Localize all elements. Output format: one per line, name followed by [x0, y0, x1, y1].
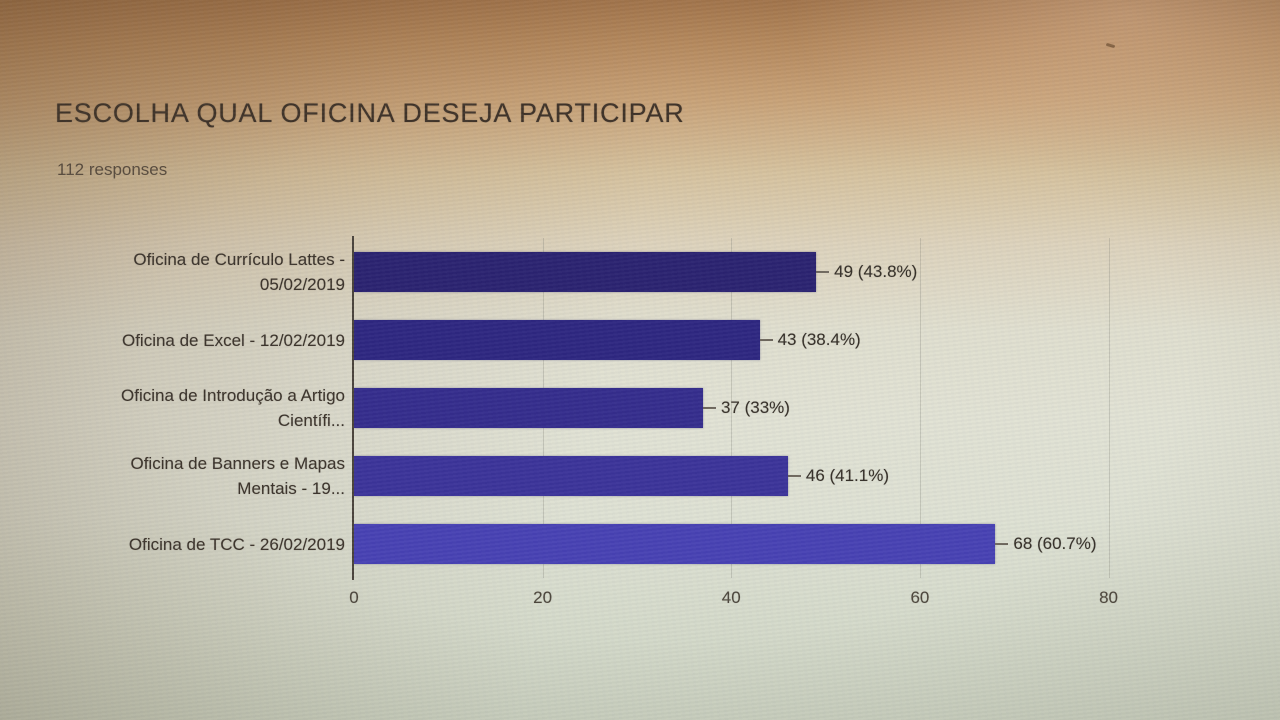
bar-zone: 46 (41.1%): [352, 442, 1184, 510]
chart-area: Oficina de Currículo Lattes - 05/02/2019 4…: [62, 236, 1184, 612]
leader-line: [759, 339, 773, 341]
category-label: Oficina de Banners e Mapas Mentais - 19..…: [62, 442, 352, 510]
category-label-line: Oficina de TCC - 26/02/2019: [128, 534, 345, 554]
category-label-line: Mentais - 19...: [237, 479, 345, 498]
gridline: [1108, 238, 1110, 578]
value-label: 37 (33%): [720, 398, 790, 417]
gridline: [731, 238, 733, 578]
leader-line: [816, 271, 830, 273]
x-tick-label: 0: [349, 588, 359, 607]
bar: [354, 524, 996, 564]
category-label-line: Oficina de Excel - 12/02/2019: [121, 330, 345, 350]
chart-row: Oficina de Excel - 12/02/2019 43 (38.4%): [62, 306, 1184, 374]
category-label: Oficina de Introdução a Artigo Científi..…: [62, 374, 352, 442]
chart-row: Oficina de TCC - 26/02/2019 68 (60.7%): [62, 510, 1184, 578]
chart-row: Oficina de Currículo Lattes - 05/02/2019 4…: [62, 238, 1184, 306]
bar-zone: 43 (38.4%): [352, 306, 1184, 374]
chart-row: Oficina de Banners e Mapas Mentais - 19..…: [62, 442, 1184, 510]
category-label: Oficina de Excel - 12/02/2019: [62, 306, 352, 374]
leader-line: [787, 475, 801, 477]
bar-zone: 49 (43.8%): [352, 238, 1184, 306]
photo-dust-speck: [1105, 42, 1116, 49]
y-axis-line: [352, 236, 354, 580]
leader-line: [702, 407, 716, 409]
value-label: 49 (43.8%): [834, 262, 918, 281]
value-label: 68 (60.7%): [1013, 534, 1097, 553]
x-tick-label: 80: [1099, 588, 1118, 607]
bar: [354, 320, 760, 360]
category-label-line: Oficina de Banners e Mapas: [130, 454, 345, 473]
category-label-line: Científi...: [277, 411, 345, 430]
question-title: ESCOLHA QUAL OFICINA DESEJA PARTICIPAR: [55, 98, 685, 128]
bar: [354, 456, 788, 496]
value-label: 43 (38.4%): [777, 330, 861, 349]
bar-zone: 68 (60.7%): [352, 510, 1184, 578]
gridline: [919, 238, 921, 578]
x-axis-ticks: 0 20 40 60 80: [349, 588, 1184, 612]
chart-rows: Oficina de Currículo Lattes - 05/02/2019 4…: [62, 238, 1184, 578]
bar-zone: 37 (33%): [352, 374, 1184, 442]
category-label-line: Oficina de Currículo Lattes -: [133, 250, 345, 269]
leader-line: [995, 543, 1009, 545]
category-label-line: Oficina de Introdução a Artigo: [121, 386, 345, 405]
bar: [354, 252, 817, 292]
chart-row: Oficina de Introdução a Artigo Científi..…: [62, 374, 1184, 442]
category-label-line: 05/02/2019: [259, 275, 345, 294]
category-label: Oficina de TCC - 26/02/2019: [62, 510, 352, 578]
x-tick-label: 60: [910, 588, 930, 607]
value-label: 46 (41.1%): [805, 466, 890, 485]
x-tick-label: 20: [533, 588, 553, 607]
category-label: Oficina de Currículo Lattes - 05/02/2019: [62, 238, 352, 306]
x-tick-label: 40: [721, 588, 741, 607]
responses-count: 112 responses: [57, 160, 168, 179]
bar: [354, 388, 703, 428]
